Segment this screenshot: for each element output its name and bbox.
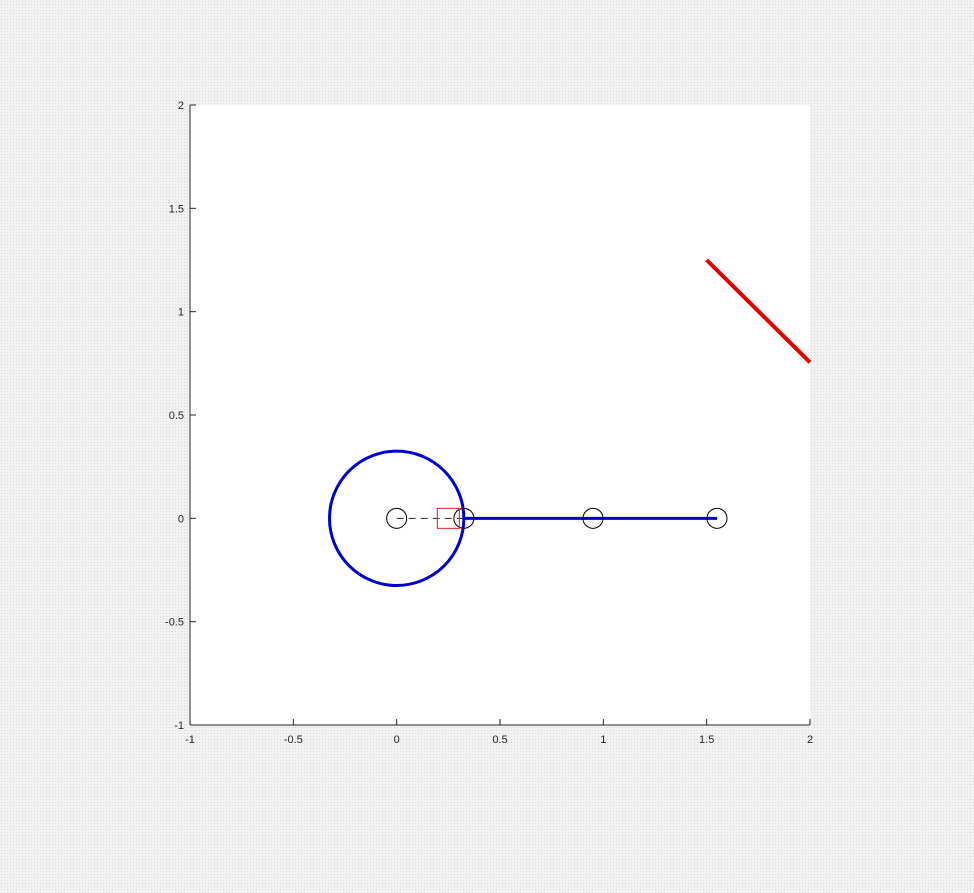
x-tick-label: 0 <box>394 734 400 746</box>
circle-marker <box>386 507 408 529</box>
circle-marker <box>706 507 728 529</box>
plot-area <box>328 258 812 587</box>
square-marker <box>436 507 460 529</box>
x-tick-label: -1 <box>185 734 195 746</box>
red-line-segment <box>705 258 812 364</box>
x-tick-label: 1.5 <box>699 734 714 746</box>
axes-background <box>190 105 810 725</box>
x-tick-label: 0.5 <box>492 734 507 746</box>
x-ticks: -1 -0.5 0 0.5 1 1.5 2 <box>185 719 813 746</box>
y-tick-label: 0 <box>178 513 184 525</box>
x-tick-label: 2 <box>807 734 813 746</box>
circle-marker <box>582 507 604 529</box>
y-tick-label: 1.5 <box>169 203 184 215</box>
circle-marker <box>453 507 475 529</box>
x-tick-label: 1 <box>600 734 606 746</box>
y-tick-label: 1 <box>178 307 184 319</box>
y-tick-label: -0.5 <box>165 617 184 629</box>
axes: -1 -0.5 0 0.5 1 1.5 2 -1 -0.5 0 0.5 1 1.5 2 <box>165 100 813 746</box>
y-ticks: -1 -0.5 0 0.5 1 1.5 2 <box>165 100 196 732</box>
y-tick-label: 0.5 <box>169 410 184 422</box>
y-tick-label: 2 <box>178 100 184 112</box>
y-tick-label: -1 <box>174 720 184 732</box>
x-tick-label: -0.5 <box>284 734 303 746</box>
circle-trace <box>328 449 466 587</box>
